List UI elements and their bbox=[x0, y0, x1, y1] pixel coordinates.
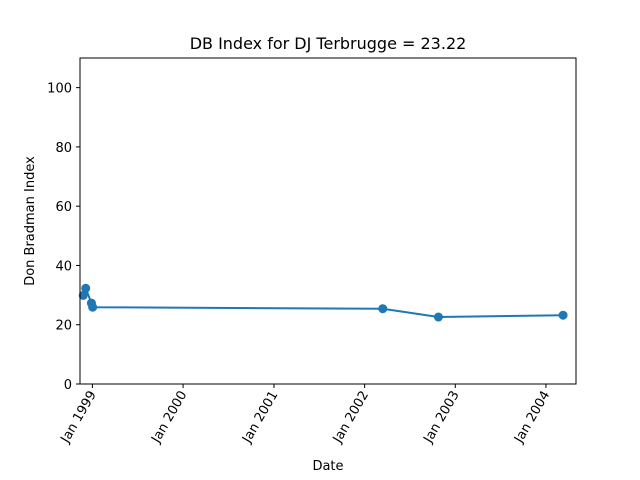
y-tick-label: 60 bbox=[55, 200, 72, 215]
y-axis: 0 20 40 60 80 100 bbox=[47, 82, 80, 393]
y-tick-label: 0 bbox=[64, 378, 72, 393]
data-point bbox=[378, 304, 388, 314]
x-axis-label: Date bbox=[312, 459, 343, 474]
chart-title: DB Index for DJ Terbrugge = 23.22 bbox=[190, 34, 467, 53]
y-axis-label: Don Bradman Index bbox=[23, 156, 38, 286]
plot-area bbox=[78, 283, 568, 322]
axes-frame bbox=[79, 57, 577, 385]
y-tick-label: 80 bbox=[55, 141, 72, 156]
data-point bbox=[88, 302, 98, 312]
data-point bbox=[81, 283, 91, 293]
y-tick-label: 40 bbox=[55, 259, 72, 274]
y-tick-label: 20 bbox=[55, 319, 72, 334]
data-point bbox=[78, 290, 88, 300]
y-tick-label: 100 bbox=[47, 82, 72, 97]
data-point bbox=[558, 310, 568, 320]
data-point bbox=[433, 312, 443, 322]
